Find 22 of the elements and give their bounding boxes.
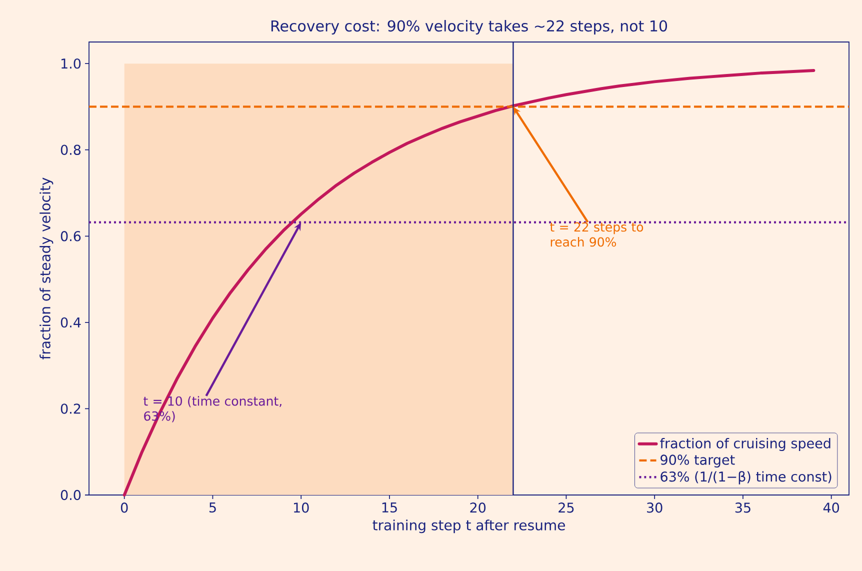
x-axis-title: training step t after resume — [372, 520, 565, 534]
y-tick-label: 0.2 — [60, 404, 80, 414]
y-axis-title: fraction of steady velocity — [40, 178, 54, 360]
x-tick-label: 15 — [382, 502, 397, 513]
legend-label: 63% (1/(1−β) time const) — [660, 471, 832, 484]
y-tick-label: 0.8 — [60, 144, 81, 155]
x-tick-label: 0 — [120, 502, 128, 513]
y-tick-label: 0.4 — [60, 317, 81, 328]
x-tick-label: 35 — [735, 502, 750, 513]
x-tick-label: 30 — [647, 502, 662, 513]
annotation: t = 22 steps to reach 90% — [550, 222, 644, 247]
x-tick-label: 5 — [209, 502, 216, 513]
chart-title: Recovery cost: 90% velocity takes ~22 steps, not 10 — [271, 20, 668, 34]
legend-label: fraction of cruising speed — [660, 438, 830, 452]
x-tick-label: 20 — [470, 502, 486, 513]
x-tick-label: 40 — [823, 502, 840, 513]
y-tick-label: 1.0 — [61, 58, 81, 69]
x-tick-label: 10 — [294, 502, 309, 513]
legend-label: 90% target — [660, 454, 735, 468]
y-tick-label: 0.6 — [60, 231, 81, 242]
x-tick-label: 25 — [558, 502, 574, 513]
y-tick-label: 0.0 — [60, 490, 81, 500]
